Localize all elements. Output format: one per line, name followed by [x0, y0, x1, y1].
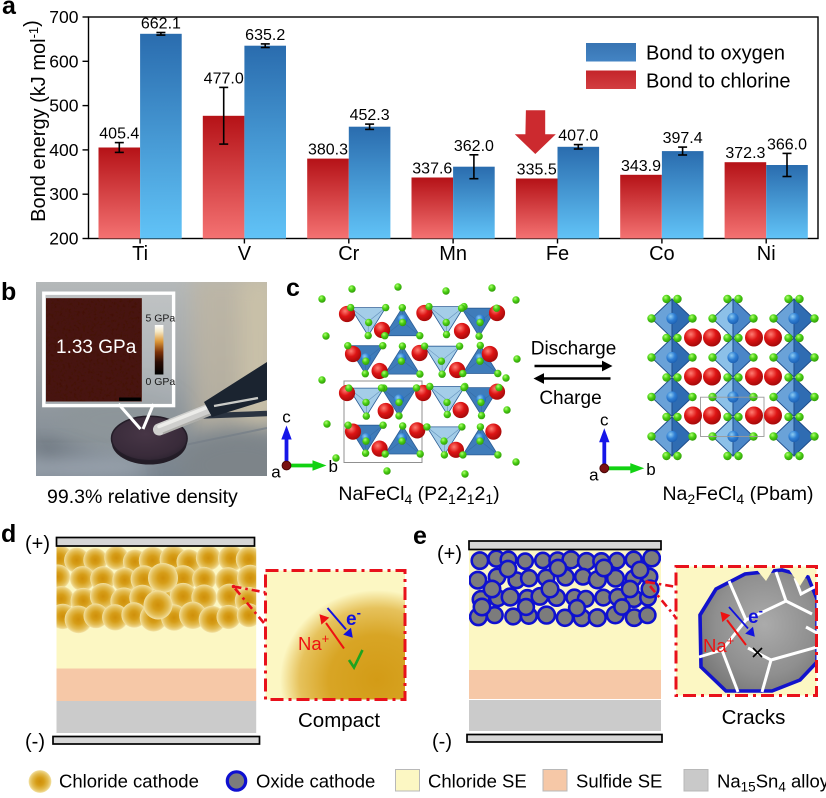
- svg-text:1.33 GPa: 1.33 GPa: [56, 337, 137, 358]
- svg-text:Sulfide SE: Sulfide SE: [576, 771, 662, 792]
- svg-text:452.3: 452.3: [350, 107, 390, 124]
- svg-text:700: 700: [49, 7, 78, 27]
- svg-text:99.3% relative density: 99.3% relative density: [47, 486, 238, 508]
- svg-text:Na+: Na+: [703, 633, 734, 656]
- svg-text:d: d: [1, 520, 16, 548]
- svg-text:400: 400: [49, 140, 78, 160]
- svg-text:Cr: Cr: [338, 243, 359, 265]
- svg-text:635.2: 635.2: [245, 27, 285, 44]
- svg-text:335.5: 335.5: [517, 162, 557, 179]
- svg-text:Na15Sn4 alloy: Na15Sn4 alloy: [717, 771, 826, 794]
- svg-text:a: a: [589, 465, 599, 484]
- svg-text:Na+: Na+: [298, 631, 329, 654]
- svg-text:e: e: [413, 522, 427, 550]
- svg-text:c: c: [600, 410, 609, 429]
- svg-text:Mn: Mn: [439, 243, 467, 265]
- svg-text:500: 500: [49, 96, 78, 116]
- svg-text:Co: Co: [649, 243, 675, 265]
- svg-text:a: a: [2, 0, 17, 20]
- svg-text:(-): (-): [25, 731, 45, 753]
- svg-text:405.4: 405.4: [99, 126, 139, 143]
- svg-text:0 GPa: 0 GPa: [146, 376, 176, 388]
- svg-text:5 GPa: 5 GPa: [146, 313, 176, 325]
- svg-text:662.1: 662.1: [141, 16, 181, 33]
- svg-text:V: V: [238, 243, 252, 265]
- svg-text:Bond to chlorine: Bond to chlorine: [646, 71, 791, 93]
- svg-text:Discharge: Discharge: [531, 339, 617, 360]
- svg-text:Chloride SE: Chloride SE: [428, 771, 527, 792]
- svg-text:372.3: 372.3: [725, 145, 765, 162]
- svg-text:NaFeCl4 (P212121): NaFeCl4 (P212121): [338, 483, 499, 507]
- svg-text:407.0: 407.0: [558, 128, 598, 145]
- svg-text:337.6: 337.6: [412, 161, 452, 178]
- svg-text:Compact: Compact: [298, 709, 380, 732]
- svg-text:380.3: 380.3: [308, 142, 348, 159]
- svg-text:Charge: Charge: [539, 388, 601, 409]
- svg-text:c: c: [286, 274, 300, 302]
- svg-text:477.0: 477.0: [204, 70, 244, 87]
- svg-text:Oxide cathode: Oxide cathode: [256, 771, 375, 792]
- svg-text:Ni: Ni: [757, 243, 776, 265]
- svg-text:(+): (+): [437, 543, 462, 565]
- svg-text:Cracks: Cracks: [722, 706, 786, 729]
- svg-text:c: c: [282, 408, 291, 427]
- svg-text:Fe: Fe: [546, 243, 569, 265]
- svg-text:343.9: 343.9: [621, 158, 661, 175]
- svg-text:a: a: [271, 463, 281, 482]
- svg-text:(-): (-): [432, 731, 452, 753]
- svg-text:200: 200: [49, 229, 78, 249]
- svg-text:b: b: [1, 278, 16, 306]
- svg-text:b: b: [329, 457, 338, 476]
- svg-text:300: 300: [49, 184, 78, 204]
- svg-text:b: b: [646, 460, 655, 479]
- svg-text:Chloride cathode: Chloride cathode: [59, 771, 199, 792]
- svg-text:Ti: Ti: [132, 243, 148, 265]
- svg-text:397.4: 397.4: [663, 130, 703, 147]
- svg-text:Bond to oxygen: Bond to oxygen: [646, 43, 785, 65]
- svg-text:600: 600: [49, 51, 78, 71]
- svg-text:366.0: 366.0: [767, 136, 807, 153]
- svg-text:362.0: 362.0: [454, 138, 494, 155]
- svg-text:(+): (+): [25, 533, 50, 555]
